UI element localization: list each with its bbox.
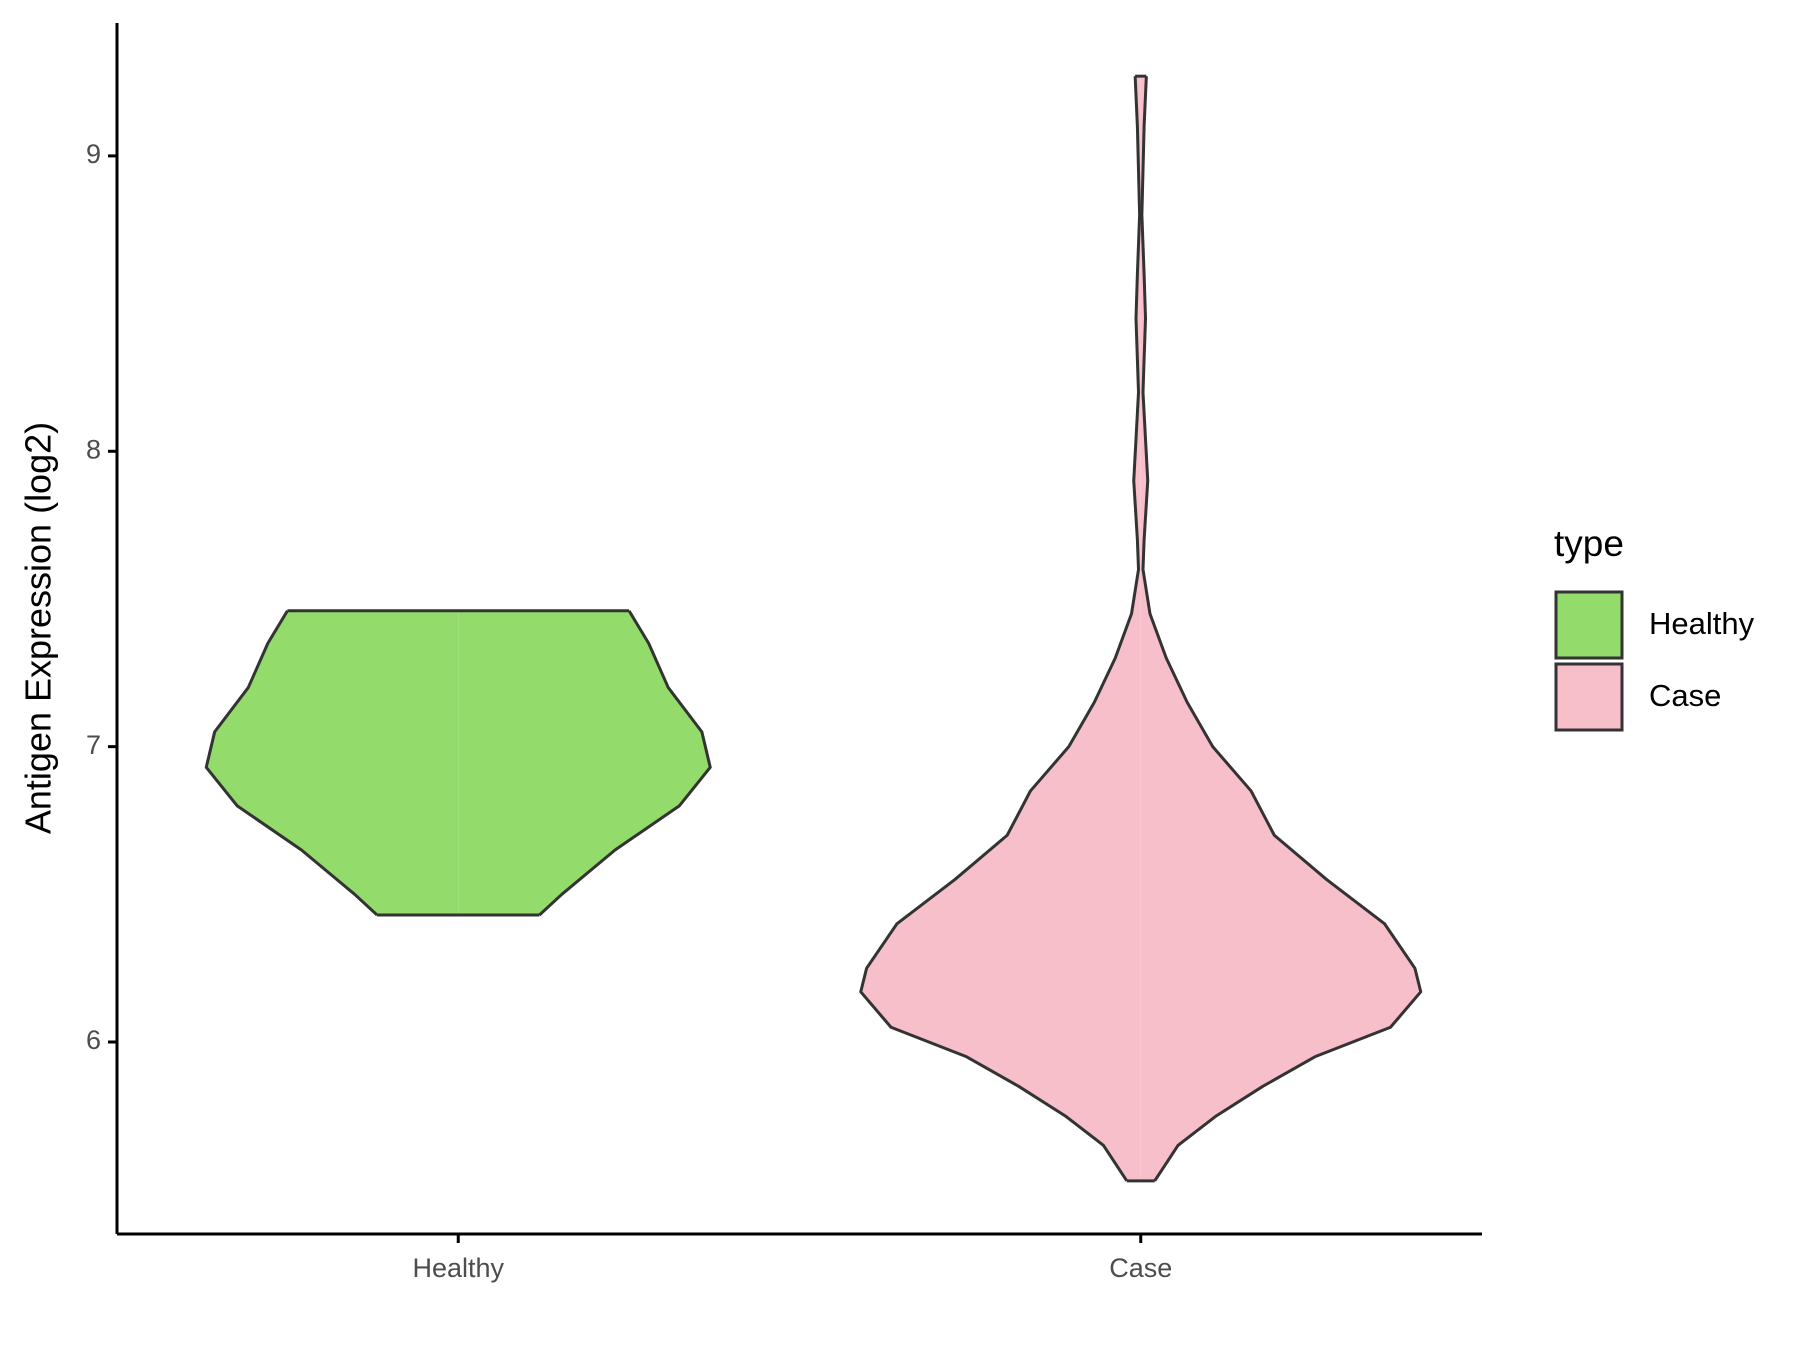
legend-title: type <box>1554 523 1624 564</box>
y-tick-label: 6 <box>86 1025 101 1055</box>
violin-half-fill <box>206 610 459 916</box>
violin-half-fill <box>1140 76 1421 1181</box>
legend-key <box>1554 590 1624 660</box>
violin-half-fill <box>458 610 711 916</box>
y-tick-label: 7 <box>86 730 101 760</box>
violin-half <box>859 76 1142 1182</box>
y-tick-label: 9 <box>86 139 101 169</box>
violin-half-fill <box>860 76 1141 1181</box>
y-axis-title: Antigen Expression (log2) <box>18 422 59 834</box>
violin-half <box>538 610 712 917</box>
violin-half <box>1140 76 1423 1182</box>
x-tick-label: Healthy <box>412 1253 504 1283</box>
legend-label: Healthy <box>1649 606 1755 641</box>
x-tick-label: Case <box>1109 1253 1172 1283</box>
legend-key <box>1554 662 1624 732</box>
violin-half <box>204 610 379 917</box>
y-tick-label: 8 <box>86 434 101 464</box>
legend-label: Case <box>1649 678 1721 713</box>
